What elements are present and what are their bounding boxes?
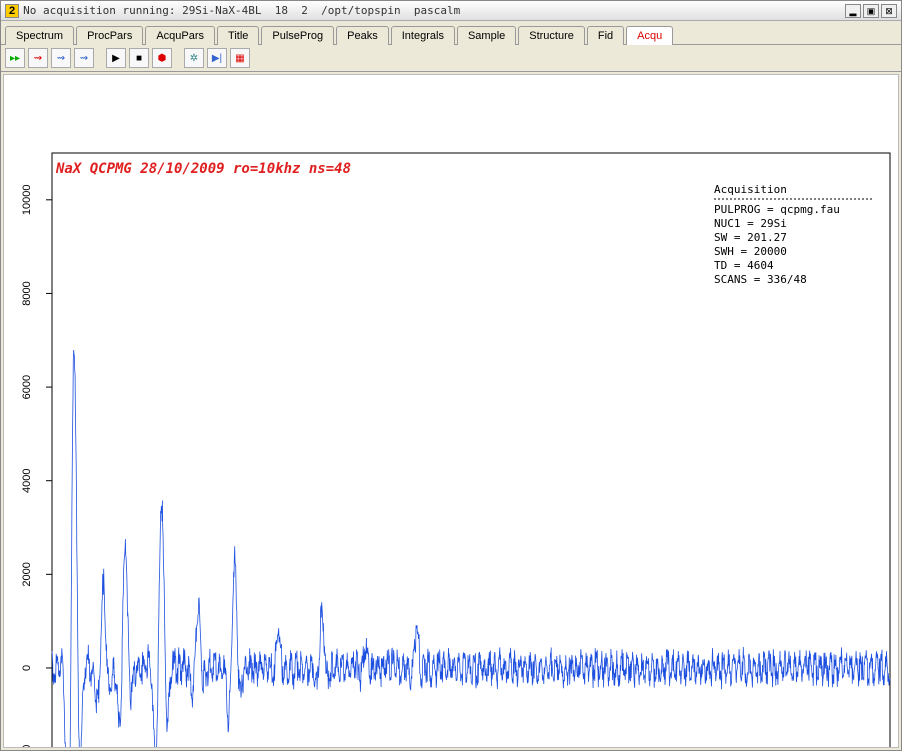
tab-spectrum[interactable]: Spectrum [5, 26, 74, 45]
window-number: 2 [5, 4, 19, 18]
svg-text:6000: 6000 [21, 375, 33, 399]
toolbar: ▸▸⇝⇝⇝▶■⬢✲▶|▦ [1, 45, 901, 72]
svg-text:− 2000: − 2000 [21, 745, 33, 748]
close-button[interactable]: ⊠ [881, 4, 897, 18]
next-icon[interactable]: ▶| [207, 48, 227, 68]
tab-fid[interactable]: Fid [587, 26, 624, 45]
svg-text:NUC1 = 29Si: NUC1 = 29Si [714, 217, 787, 230]
run-icon[interactable]: ▸▸ [5, 48, 25, 68]
play-icon[interactable]: ▶ [106, 48, 126, 68]
maximize-button[interactable]: ▣ [863, 4, 879, 18]
fid-red-icon[interactable]: ⇝ [28, 48, 48, 68]
plot-svg: NaX QCPMG 28/10/2009 ro=10khz ns=48 − 200… [4, 75, 898, 748]
tab-integrals[interactable]: Integrals [391, 26, 455, 45]
gear-icon[interactable]: ✲ [184, 48, 204, 68]
svg-text:0: 0 [21, 665, 33, 671]
title-bar: 2 No acquisition running: 29Si-NaX-4BL 1… [1, 1, 901, 21]
tab-title[interactable]: Title [217, 26, 259, 45]
tab-acqupars[interactable]: AcquPars [145, 26, 215, 45]
stop-icon[interactable]: ■ [129, 48, 149, 68]
plot-area: NaX QCPMG 28/10/2009 ro=10khz ns=48 − 200… [3, 74, 899, 748]
tab-acqu[interactable]: Acqu [626, 26, 673, 45]
svg-text:TD = 4604: TD = 4604 [714, 259, 774, 272]
svg-text:NaX QCPMG 28/10/2009 ro=10kh: NaX QCPMG 28/10/2009 ro=10khz ns=48 [55, 161, 351, 177]
svg-text:8000: 8000 [21, 281, 33, 305]
svg-text:10000: 10000 [21, 185, 33, 216]
fid-blue1-icon[interactable]: ⇝ [51, 48, 71, 68]
tab-structure[interactable]: Structure [518, 26, 585, 45]
svg-text:PULPROG = qcpmg.fau: PULPROG = qcpmg.fau [714, 203, 840, 216]
tab-procpars[interactable]: ProcPars [76, 26, 143, 45]
fid-blue2-icon[interactable]: ⇝ [74, 48, 94, 68]
svg-text:4000: 4000 [21, 468, 33, 492]
tab-sample[interactable]: Sample [457, 26, 516, 45]
tab-peaks[interactable]: Peaks [336, 26, 389, 45]
svg-text:SWH = 20000: SWH = 20000 [714, 245, 787, 258]
svg-text:SCANS = 336/48: SCANS = 336/48 [714, 273, 807, 286]
window-title: No acquisition running: 29Si-NaX-4BL 18 … [23, 4, 460, 17]
minimize-button[interactable]: ▂ [845, 4, 861, 18]
svg-text:Acquisition: Acquisition [714, 183, 787, 196]
app-window: 2 No acquisition running: 29Si-NaX-4BL 1… [0, 0, 902, 751]
svg-text:2000: 2000 [21, 562, 33, 586]
tab-bar: SpectrumProcParsAcquParsTitlePulseProgPe… [1, 21, 901, 45]
graph-icon[interactable]: ▦ [230, 48, 250, 68]
stop-red-icon[interactable]: ⬢ [152, 48, 172, 68]
svg-text:SW = 201.27: SW = 201.27 [714, 231, 787, 244]
tab-pulseprog[interactable]: PulseProg [261, 26, 334, 45]
